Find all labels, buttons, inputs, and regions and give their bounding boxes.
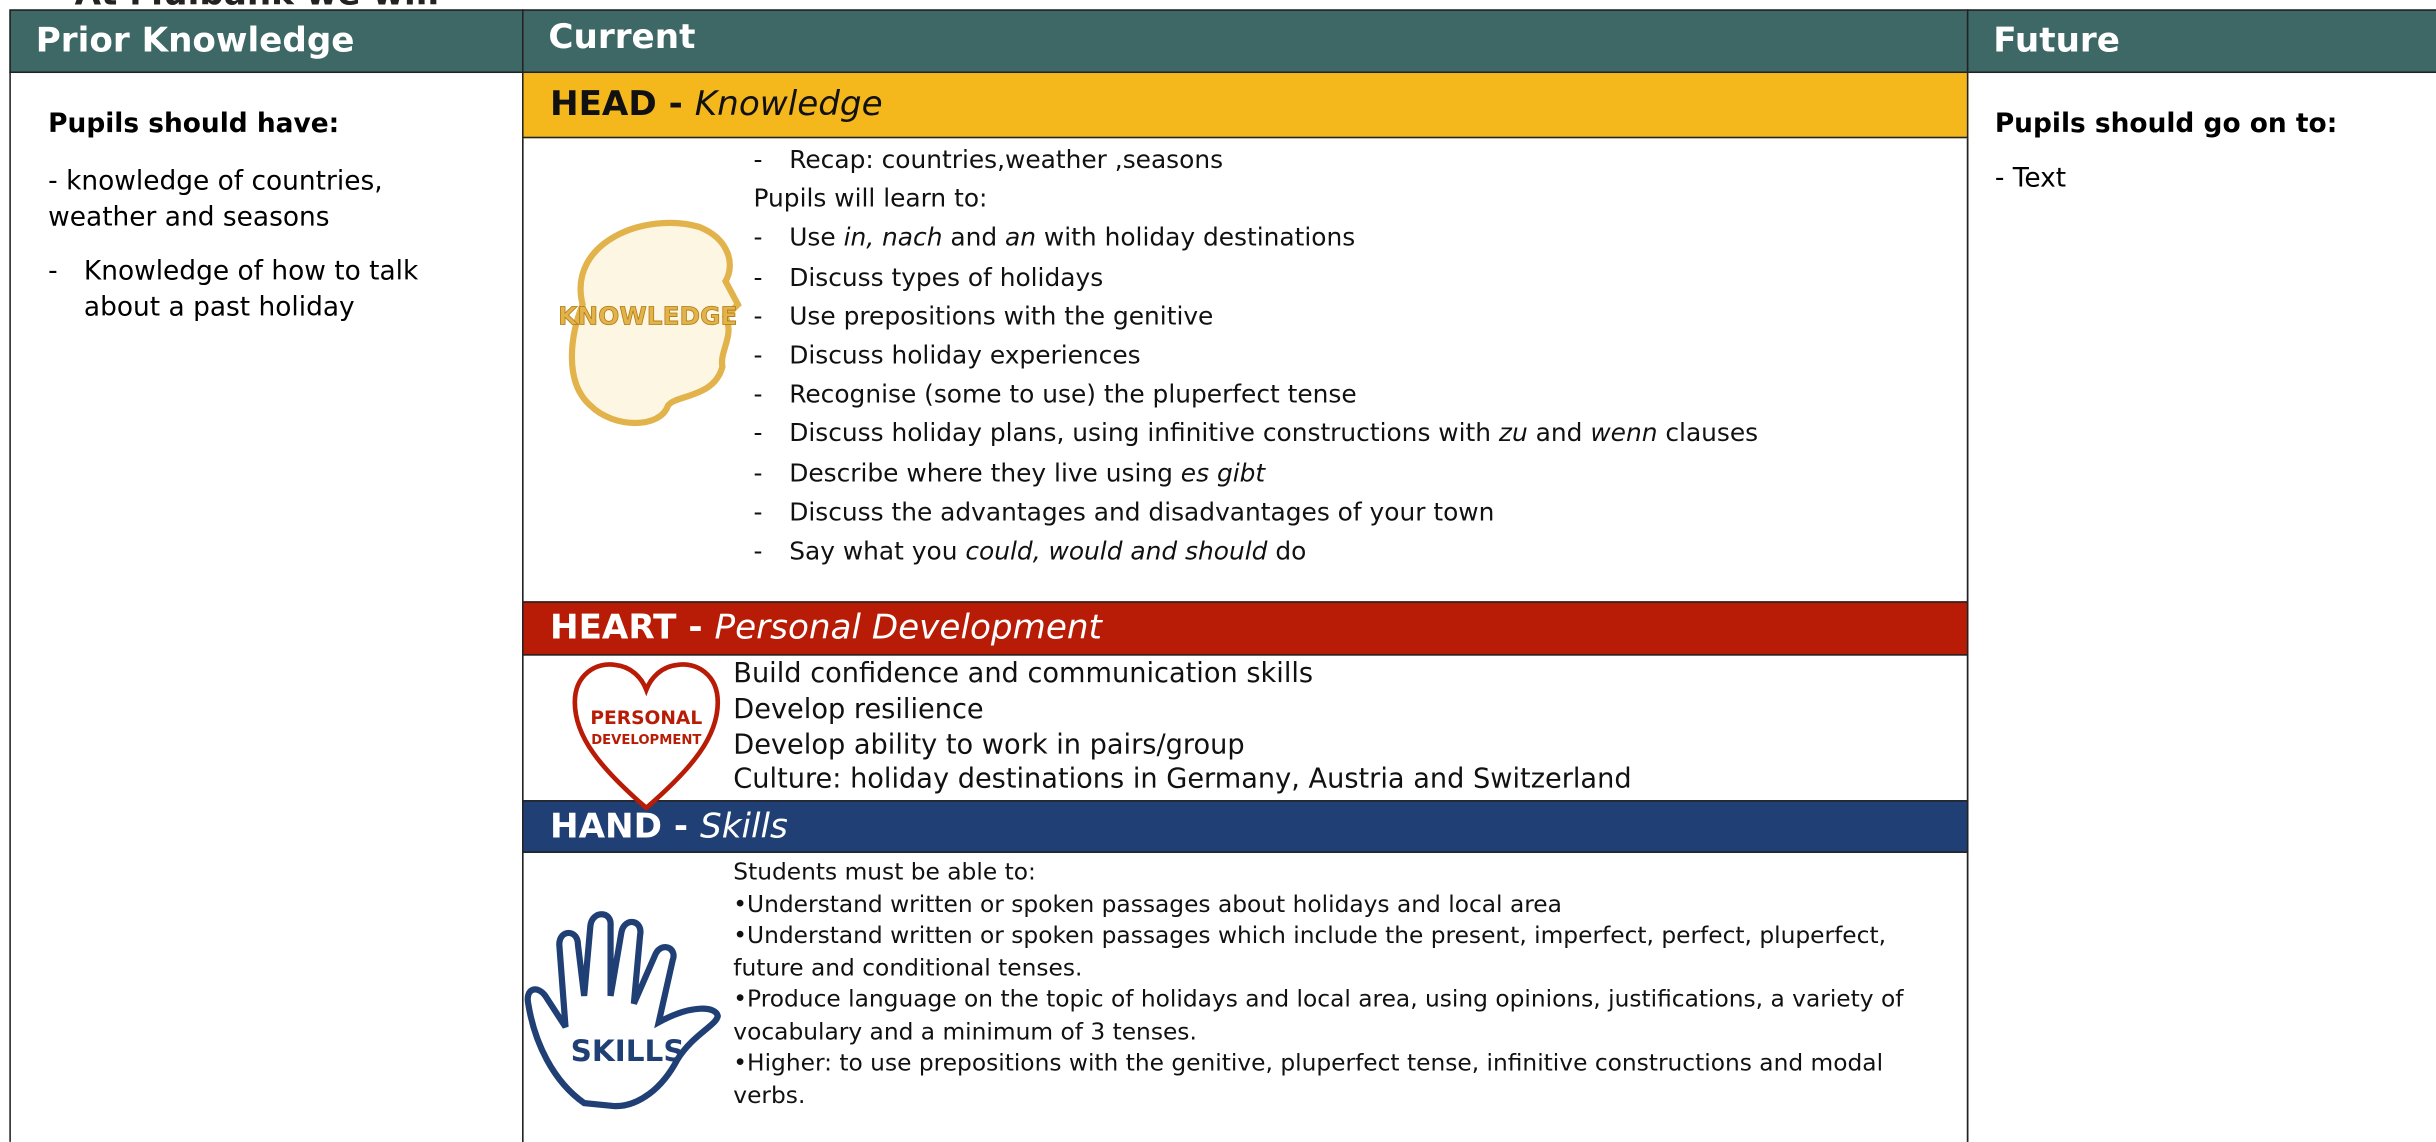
italic-run: could, would and should (965, 536, 1268, 566)
text-run: and (942, 222, 1006, 253)
prior-bullet: Knowledge of how to talk about a past ho… (48, 255, 452, 326)
knowledge-icon: KNOWLEDGE (558, 219, 742, 426)
hand-line: •Understand written or spoken passages w… (733, 921, 1886, 982)
head-label: HEAD - (549, 85, 695, 125)
italic-run: es gibt (1180, 457, 1266, 488)
heart-line: Culture: holiday destinations in Germany… (733, 764, 1632, 797)
heart-outline (572, 662, 721, 811)
hand-bar: HAND - Skills (522, 800, 1969, 853)
head-outline (568, 219, 742, 426)
head-line: Use in, nach and an with holiday destina… (754, 218, 1758, 257)
text-run: with holiday destinations (1036, 222, 1356, 253)
heart-icon: PERSONAL DEVELOPMENT (572, 662, 721, 811)
text-run: Discuss holiday plans, using infinitive … (789, 418, 1499, 449)
italic-run: zu (1498, 418, 1528, 449)
hand-icon: SKILLS (524, 911, 721, 1110)
hand-line: •Understand written or spoken passages a… (733, 889, 1562, 918)
head-line: Describe where they live using es gibt (754, 453, 1758, 492)
hand-line: •Higher: to use prepositions with the ge… (733, 1048, 1884, 1109)
future-column: Pupils should go on to: - Text (1966, 71, 2436, 1142)
heart-sub: Personal Development (714, 609, 1102, 648)
icon-label: KNOWLEDGE (558, 302, 737, 331)
text-run: Discuss types of holidays (789, 261, 1104, 292)
hand-sub: Skills (699, 807, 788, 846)
future-heading: Pupils should go on to: (1994, 108, 2338, 140)
hand-label: HAND - (549, 807, 700, 846)
icon-word: DEVELOPMENT (591, 733, 701, 748)
text-run: Recap: countries,weather ,seasons (789, 144, 1224, 175)
head-line: Discuss types of holidays (754, 257, 1758, 296)
text-run: Use prepositions with the genitive (789, 301, 1214, 331)
italic-run: an (1005, 222, 1037, 253)
hand-line: •Produce language on the topic of holida… (733, 984, 1904, 1045)
hand-outline (524, 911, 721, 1110)
prior-title: Prior Knowledge (9, 9, 524, 74)
head-line: Pupils will learn to: (753, 179, 1758, 218)
text-run: Recognise (some to use) the pluperfect t… (789, 379, 1357, 409)
heart-lines: Build confidence and communication skill… (733, 657, 1631, 799)
head-sub: Knowledge (694, 85, 883, 125)
icon-word: PERSONAL (590, 708, 702, 729)
text-run: Describe where they live using (789, 457, 1181, 488)
prior-item: - knowledge of countries, weather and se… (48, 166, 383, 234)
heart-line: Build confidence and communication skill… (733, 658, 1314, 690)
head-lines: Recap: countries,weather ,seasons Pupils … (753, 140, 1759, 571)
icon-label: PERSONAL DEVELOPMENT (590, 708, 702, 748)
future-items: - Text (1995, 162, 2066, 198)
italic-run: wenn (1590, 418, 1658, 449)
head-line: Recap: countries,weather ,seasons (754, 140, 1758, 179)
heart-line: Develop ability to work in pairs/group (733, 729, 1245, 761)
text-run: do (1267, 536, 1307, 566)
hand-line: Students must be able to: (733, 857, 1036, 886)
head-line: Use prepositions with the genitive (754, 296, 1758, 335)
prior-column: Pupils should have: - knowledge of count… (9, 71, 524, 1142)
prior-bullets: Knowledge of how to talk about a past ho… (48, 255, 452, 326)
text-run: Discuss holiday experiences (789, 340, 1141, 370)
future-title: Future (1966, 9, 2436, 74)
italic-run: in, nach (843, 222, 943, 253)
hand-lines: Students must be able to: •Understand wri… (733, 856, 1914, 1111)
text-run: clauses (1657, 418, 1759, 449)
heart-line: Develop resilience (733, 694, 984, 726)
text-run: and (1527, 418, 1591, 449)
text-run: Say what you (789, 536, 966, 566)
text-run: Pupils will learn to: (753, 183, 988, 214)
head-line: Say what you could, would and should do (754, 531, 1758, 570)
prior-heading: Pupils should have: (48, 108, 340, 140)
head-line: Discuss the advantages and disadvantages… (754, 492, 1758, 531)
head-line: Discuss holiday experiences (754, 336, 1758, 375)
future-item: - Text (1994, 163, 2067, 195)
text-run: Use (789, 222, 844, 253)
heart-label: HEART - (549, 609, 715, 648)
heart-bar: HEART - Personal Development (522, 601, 1969, 656)
icon-label: SKILLS (571, 1034, 685, 1068)
prior-items: - knowledge of countries, weather and se… (48, 165, 452, 327)
head-line: Recognise (some to use) the pluperfect t… (754, 375, 1758, 414)
head-line: Discuss holiday plans, using infinitive … (754, 414, 1759, 453)
current-title: Current (522, 9, 1969, 74)
text-run: Discuss the advantages and disadvantages… (789, 496, 1495, 527)
head-bar: HEAD - Knowledge (522, 71, 1969, 139)
